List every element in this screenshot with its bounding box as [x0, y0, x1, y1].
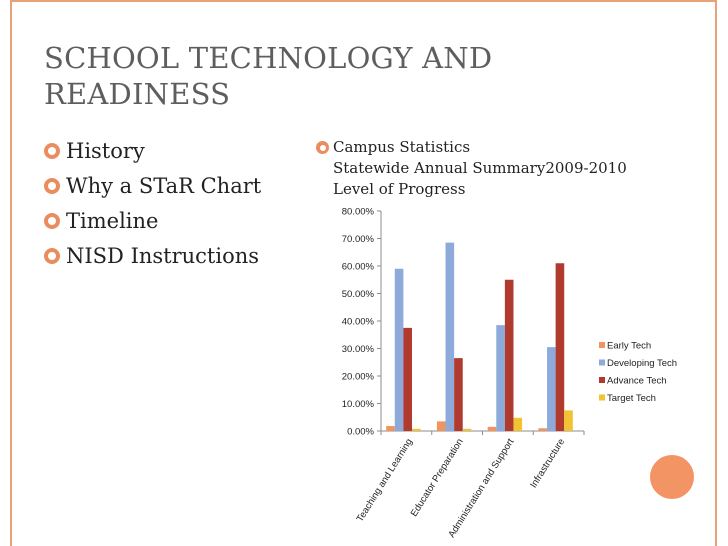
- x-category-label: Educator Preparation: [409, 437, 466, 519]
- bar-target-tech: [462, 428, 472, 431]
- bar-early-tech: [436, 421, 446, 431]
- bullet-ring-icon: [316, 141, 329, 154]
- statewide-summary-text: Statewide Annual Summary2009-2010: [333, 159, 627, 177]
- bullet-item: History: [44, 133, 261, 168]
- bullet-text: Timeline: [66, 208, 159, 233]
- campus-statistics-block: Campus Statistics Statewide Annual Summa…: [316, 137, 627, 200]
- y-tick-label: 80.00%: [342, 207, 375, 218]
- x-category-label: Teaching and Learning: [355, 437, 415, 524]
- legend-label: Early Tech: [607, 341, 651, 352]
- bullet-text: Why a STaR Chart: [66, 173, 262, 198]
- bar-target-tech: [564, 410, 573, 431]
- bullet-text: History: [66, 138, 145, 163]
- bar-early-tech: [487, 426, 497, 431]
- decorative-circle: [650, 455, 694, 499]
- bullet-ring-icon: [44, 212, 60, 229]
- y-tick-label: 50.00%: [342, 289, 375, 300]
- legend-swatch: [599, 394, 605, 401]
- legend-label: Advance Tech: [607, 376, 667, 387]
- bullet-list: History Why a STaR Chart Timeline NISD I…: [44, 133, 261, 273]
- bullet-ring-icon: [44, 177, 60, 194]
- x-category-label: Infrastructure: [528, 437, 567, 490]
- y-tick-label: 40.00%: [342, 317, 375, 328]
- bar-target-tech: [513, 417, 523, 431]
- bar-developing-tech: [394, 268, 404, 431]
- y-tick-label: 30.00%: [342, 344, 375, 355]
- chart-bars: [386, 242, 573, 431]
- y-tick-label: 20.00%: [342, 372, 375, 383]
- bar-advance-tech: [504, 279, 514, 431]
- bullet-item: NISD Instructions: [44, 238, 261, 273]
- left-frame-border: [10, 0, 12, 546]
- chart-legend: Early Tech Developing Tech Advance Tech Tar…: [599, 341, 677, 404]
- top-frame-border: [10, 0, 717, 2]
- bullet-ring-icon: [44, 247, 60, 264]
- y-tick-label: 60.00%: [342, 262, 375, 273]
- bullet-item: Timeline: [44, 203, 261, 238]
- bar-developing-tech: [547, 347, 556, 431]
- bar-target-tech: [411, 428, 421, 431]
- campus-statistics-heading: Campus Statistics: [333, 138, 471, 156]
- bar-advance-tech: [454, 358, 463, 431]
- bullet-text: NISD Instructions: [66, 243, 260, 268]
- level-of-progress-text: Level of Progress: [333, 180, 466, 198]
- title-line-1: SCHOOL TECHNOLOGY AND: [44, 41, 493, 75]
- legend-label: Target Tech: [607, 393, 656, 404]
- title-line-2: READINESS: [44, 77, 231, 111]
- y-tick-label: 10.00%: [342, 399, 375, 410]
- slide-title: SCHOOL TECHNOLOGY AND READINESS: [44, 40, 644, 112]
- y-tick-label: 70.00%: [342, 234, 375, 245]
- legend-swatch: [599, 342, 605, 348]
- bar-developing-tech: [445, 242, 455, 431]
- y-tick-label: 0.00%: [347, 427, 374, 438]
- right-frame-border: [715, 0, 717, 546]
- legend-swatch: [599, 359, 605, 366]
- bar-early-tech: [538, 428, 548, 431]
- bullet-item: Why a STaR Chart: [44, 168, 261, 203]
- bar-advance-tech: [403, 327, 412, 431]
- bar-advance-tech: [555, 263, 565, 431]
- legend-label: Developing Tech: [607, 358, 677, 369]
- bullet-ring-icon: [44, 142, 60, 159]
- bar-developing-tech: [496, 325, 505, 431]
- legend-swatch: [599, 377, 605, 383]
- bar-early-tech: [386, 426, 395, 431]
